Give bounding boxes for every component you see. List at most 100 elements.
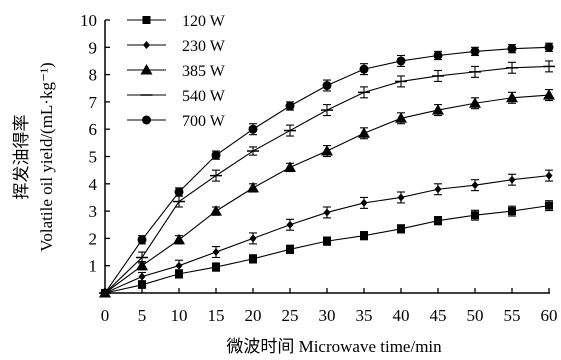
marker-diamond bbox=[143, 41, 150, 49]
marker-square bbox=[397, 224, 405, 233]
marker-square bbox=[175, 269, 183, 278]
x-tick-label: 40 bbox=[393, 306, 410, 325]
marker-diamond bbox=[249, 234, 257, 243]
x-tick-label: 50 bbox=[467, 306, 484, 325]
marker-square bbox=[434, 216, 442, 225]
marker-triangle bbox=[284, 161, 296, 172]
marker-circle bbox=[285, 101, 295, 111]
marker-diamond bbox=[286, 220, 294, 229]
legend: 120 W 230 W 385 W 540 W 700 W bbox=[127, 13, 226, 130]
y-tick-label: 3 bbox=[89, 202, 98, 221]
marker-square bbox=[142, 16, 151, 24]
marker-circle bbox=[174, 187, 184, 197]
y-tick-group: 1 2 3 4 5 6 7 8 9 10 bbox=[80, 11, 110, 276]
series-group bbox=[99, 42, 555, 298]
y-tick-label: 6 bbox=[89, 120, 98, 139]
y-tick-label: 8 bbox=[89, 66, 98, 85]
x-tick-label: 45 bbox=[430, 306, 447, 325]
legend-label: 540 W bbox=[182, 88, 226, 105]
marker-triangle bbox=[247, 181, 259, 193]
marker-diamond bbox=[545, 171, 553, 180]
x-tick-label: 60 bbox=[541, 306, 558, 325]
marker-square bbox=[545, 201, 553, 210]
x-tick-label: 25 bbox=[282, 306, 299, 325]
marker-circle bbox=[544, 42, 554, 52]
marker-circle bbox=[433, 50, 443, 60]
series-230-w bbox=[101, 169, 553, 297]
marker-square bbox=[360, 231, 368, 240]
marker-circle bbox=[100, 288, 110, 298]
marker-square bbox=[212, 263, 220, 272]
legend-label: 120 W bbox=[182, 13, 226, 30]
y-tick-label: 2 bbox=[89, 229, 98, 248]
legend-item: 540 W bbox=[127, 88, 226, 105]
legend-item: 120 W bbox=[127, 13, 226, 30]
marker-diamond bbox=[360, 198, 368, 207]
legend-label: 700 W bbox=[182, 113, 226, 130]
marker-diamond bbox=[175, 261, 183, 270]
legend-item: 230 W bbox=[127, 38, 226, 55]
series-540-w bbox=[99, 60, 555, 294]
marker-diamond bbox=[323, 208, 331, 217]
marker-circle bbox=[211, 150, 221, 160]
marker-diamond bbox=[471, 181, 479, 190]
marker-square bbox=[323, 237, 331, 246]
series-120-w bbox=[101, 200, 553, 297]
y-tick-label: 7 bbox=[89, 93, 98, 112]
marker-circle bbox=[248, 124, 258, 134]
marker-triangle bbox=[506, 91, 518, 103]
marker-triangle bbox=[173, 233, 185, 245]
marker-circle bbox=[396, 56, 406, 66]
marker-triangle bbox=[469, 97, 481, 108]
marker-square bbox=[249, 254, 257, 263]
marker-diamond bbox=[434, 185, 442, 194]
x-tick-label: 15 bbox=[208, 306, 225, 325]
x-tick-group: 0 5 10 15 20 25 30 35 40 45 50 55 60 bbox=[101, 288, 558, 325]
legend-item: 700 W bbox=[127, 113, 226, 130]
series-line bbox=[104, 175, 550, 294]
y-tick-label: 4 bbox=[89, 175, 98, 194]
marker-triangle bbox=[543, 89, 555, 100]
marker-triangle bbox=[395, 112, 407, 123]
marker-triangle bbox=[321, 145, 333, 156]
series-700-w bbox=[100, 42, 554, 298]
marker-square bbox=[471, 211, 479, 220]
marker-circle bbox=[507, 44, 517, 54]
y-tick-label: 5 bbox=[89, 148, 98, 167]
x-tick-label: 35 bbox=[356, 306, 373, 325]
marker-circle bbox=[322, 81, 332, 91]
y-axis-label-line1: 挥发油得率 bbox=[12, 115, 31, 200]
marker-square bbox=[286, 245, 294, 254]
marker-diamond bbox=[138, 272, 146, 281]
y-tick-label: 1 bbox=[89, 257, 98, 276]
y-axis-label-line2: Volatile oil yield/(mL·kg⁻¹) bbox=[37, 62, 56, 251]
legend-label: 385 W bbox=[182, 63, 226, 80]
x-tick-label: 0 bbox=[101, 306, 110, 325]
marker-triangle bbox=[140, 64, 153, 75]
marker-triangle bbox=[210, 205, 222, 216]
x-tick-label: 10 bbox=[171, 306, 188, 325]
x-tick-label: 20 bbox=[245, 306, 262, 325]
y-tick-label: 10 bbox=[80, 11, 97, 30]
marker-triangle bbox=[358, 127, 370, 138]
marker-triangle bbox=[432, 104, 444, 115]
x-axis-label: 微波时间 Microwave time/min bbox=[226, 337, 442, 356]
marker-circle bbox=[142, 115, 151, 125]
series-line bbox=[104, 94, 550, 294]
marker-square bbox=[508, 207, 516, 216]
series-line bbox=[104, 65, 550, 294]
legend-item: 385 W bbox=[127, 63, 226, 80]
marker-square bbox=[138, 280, 146, 289]
series-385-w bbox=[99, 89, 555, 298]
legend-label: 230 W bbox=[182, 38, 226, 55]
x-tick-label: 55 bbox=[504, 306, 521, 325]
marker-circle bbox=[470, 46, 480, 56]
marker-diamond bbox=[212, 248, 220, 257]
marker-triangle bbox=[136, 259, 148, 271]
x-tick-label: 30 bbox=[319, 306, 336, 325]
y-tick-label: 9 bbox=[89, 38, 98, 57]
x-tick-label: 5 bbox=[138, 306, 147, 325]
series-line bbox=[104, 205, 550, 294]
marker-diamond bbox=[508, 175, 516, 184]
